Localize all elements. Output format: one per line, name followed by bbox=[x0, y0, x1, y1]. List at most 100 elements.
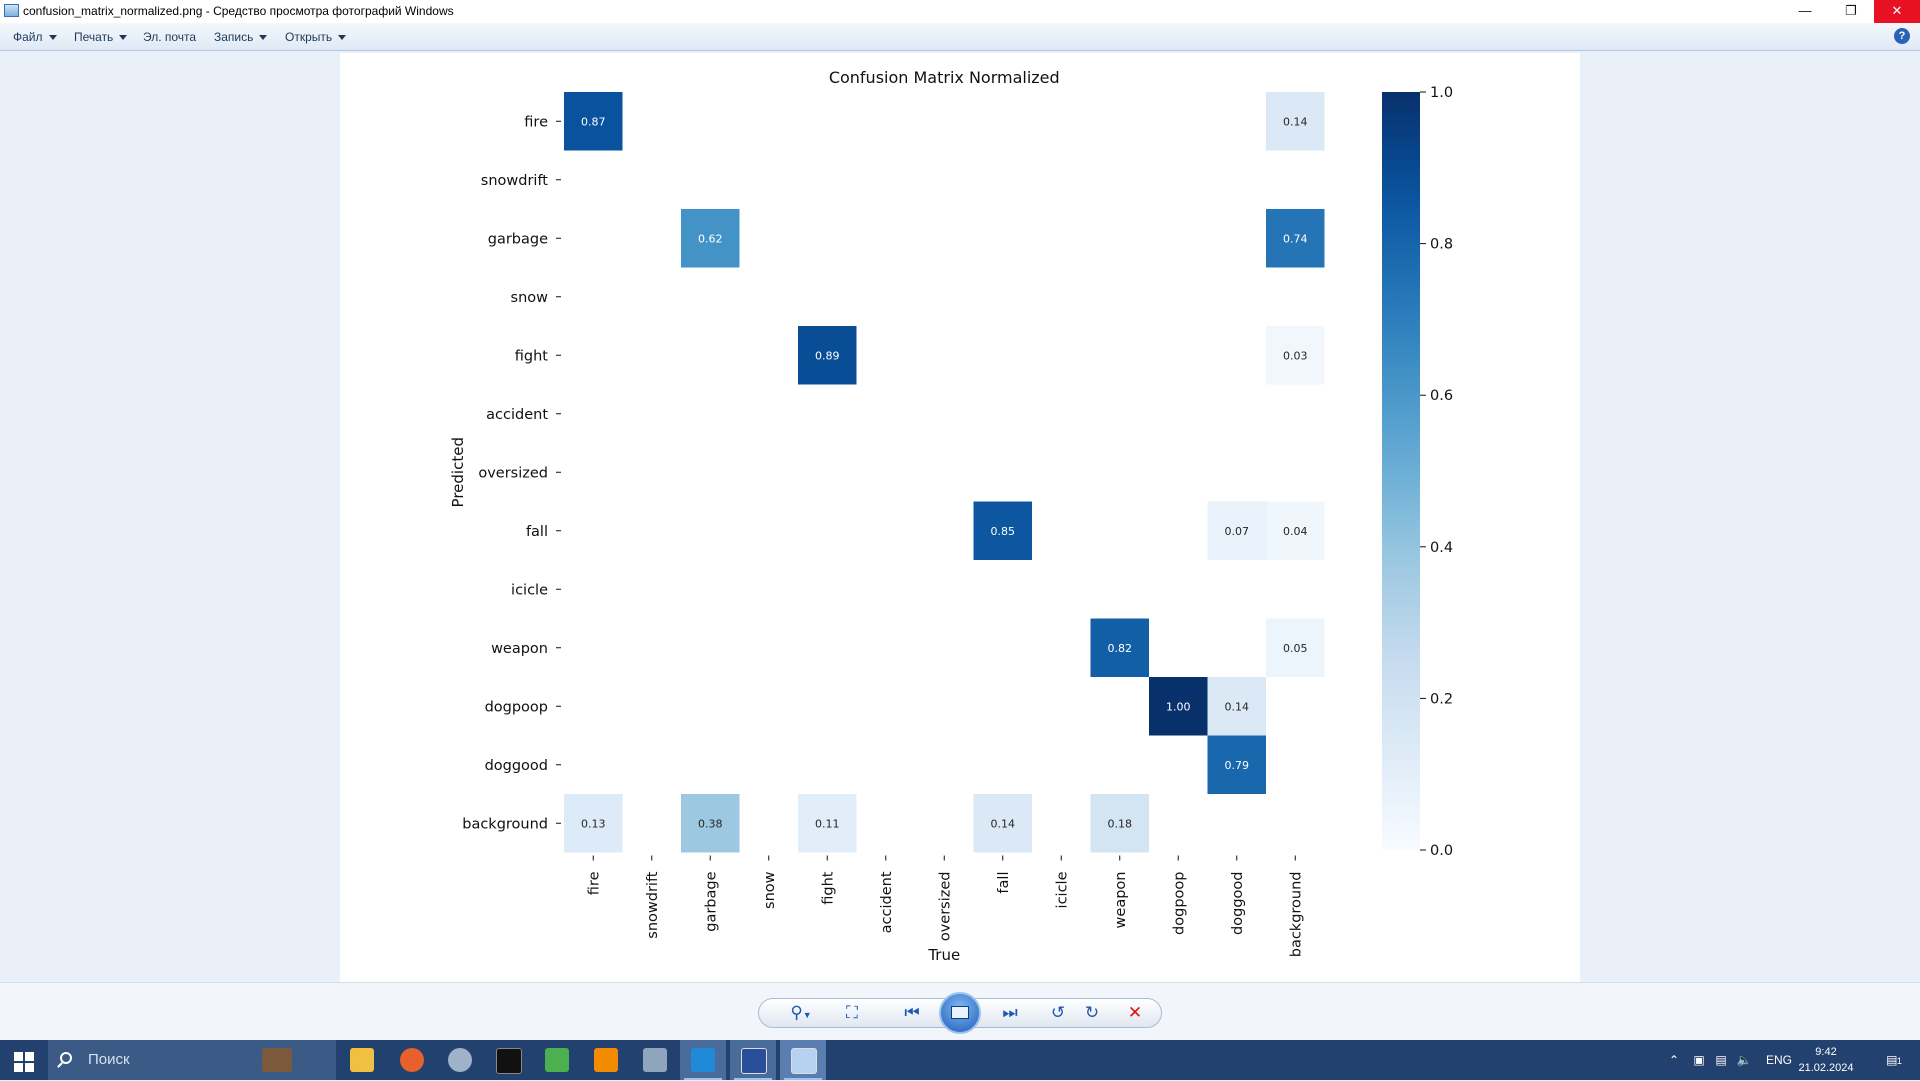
chevron-up-icon: ⌃ bbox=[1668, 1053, 1680, 1067]
heatmap-cell-garbage-garbage bbox=[681, 209, 740, 268]
heatmap-cell-fall-background bbox=[1266, 501, 1325, 560]
close-icon: ✕ bbox=[1891, 3, 1903, 18]
tray-security-icon[interactable]: ▣ bbox=[1693, 1053, 1705, 1067]
heatmap-cell-background-fire bbox=[564, 794, 623, 853]
cell-label-dogpoop-dogpoop: 1.00 bbox=[1166, 700, 1191, 713]
cell-label-background-garbage: 0.38 bbox=[698, 817, 723, 830]
minimize-button[interactable]: — bbox=[1782, 0, 1828, 23]
paint-icon[interactable] bbox=[448, 1048, 472, 1072]
taskbar-vscode[interactable] bbox=[680, 1040, 726, 1080]
input-language[interactable]: ENG bbox=[1765, 1053, 1792, 1067]
slideshow-icon bbox=[951, 1006, 969, 1019]
notification-count: 1 bbox=[1896, 1056, 1902, 1066]
rotate-cw-icon: ↻ bbox=[1084, 1003, 1100, 1022]
heatmap-cell-dogpoop-doggood bbox=[1207, 677, 1266, 736]
menu-print[interactable]: Печать bbox=[74, 30, 128, 44]
vscode-icon bbox=[691, 1048, 715, 1072]
notepad-icon[interactable] bbox=[545, 1048, 569, 1072]
colorbar-tick-label-2: 0.4 bbox=[1430, 540, 1453, 556]
x-tick-label-weapon: weapon bbox=[1113, 872, 1129, 929]
heatmap-cell-fall-fall bbox=[973, 501, 1032, 560]
y-tick-label-accident: accident bbox=[486, 407, 548, 423]
taskbar-saver[interactable] bbox=[730, 1040, 776, 1080]
previous-icon: ⏮ bbox=[904, 1003, 920, 1022]
heatmap-cell-fight-background bbox=[1266, 326, 1325, 385]
clock-date: 21.02.2024 bbox=[1798, 1062, 1854, 1074]
cell-label-dogpoop-doggood: 0.14 bbox=[1225, 700, 1250, 713]
y-tick-label-fight: fight bbox=[515, 348, 549, 364]
taskbar-clock[interactable]: 9:42 21.02.2024 bbox=[1794, 1044, 1858, 1076]
restore-button[interactable]: ❐ bbox=[1828, 0, 1874, 23]
cell-label-background-fight: 0.11 bbox=[815, 817, 840, 830]
notification-center-button[interactable]: ▤ 1 bbox=[1880, 1040, 1908, 1080]
network-icon[interactable]: ▤ bbox=[1715, 1053, 1727, 1067]
taskbar-photo-viewer[interactable] bbox=[780, 1040, 826, 1080]
confusion-matrix-chart: Confusion Matrix Normalized 0.87 0.14 0.62 0… bbox=[449, 68, 1453, 964]
cell-label-garbage-garbage: 0.62 bbox=[698, 232, 723, 245]
colorbar-tick-label-3: 0.6 bbox=[1430, 388, 1453, 404]
delete-button[interactable]: ✕ bbox=[1121, 1002, 1149, 1024]
heatmap-cell-fire-fire bbox=[564, 92, 623, 151]
cell-label-doggood-doggood: 0.79 bbox=[1225, 759, 1250, 772]
y-tick-label-weapon: weapon bbox=[491, 641, 548, 657]
window-title-bar[interactable]: confusion_matrix_normalized.png - Средст… bbox=[0, 0, 1920, 23]
rotate-ccw-button[interactable]: ↺ bbox=[1045, 1002, 1071, 1024]
heatmap-cell-fall-doggood bbox=[1207, 501, 1266, 560]
x-tick-label-garbage: garbage bbox=[703, 871, 719, 931]
x-tick-label-fight: fight bbox=[820, 871, 836, 905]
slideshow-button[interactable] bbox=[939, 992, 981, 1034]
previous-button[interactable]: ⏮ bbox=[887, 1002, 937, 1024]
colorbar-tick-label-5: 1.0 bbox=[1430, 85, 1453, 101]
actual-size-button[interactable]: ⛶ bbox=[839, 1002, 865, 1024]
photo-viewer-icon bbox=[791, 1048, 817, 1074]
heatmap-cell-background-fall bbox=[973, 794, 1032, 853]
menu-email[interactable]: Эл. почта bbox=[143, 30, 197, 44]
viewer-toolbar: ⚲▼ ⛶ ⏮ ⏭ ↺ ↻ ✕ bbox=[758, 992, 1162, 1034]
displayed-image: Confusion Matrix Normalized 0.87 0.14 0.62 0… bbox=[340, 53, 1580, 982]
start-button[interactable] bbox=[0, 1040, 48, 1080]
volume-icon[interactable]: 🔈 bbox=[1736, 1053, 1752, 1067]
cell-label-fight-background: 0.03 bbox=[1283, 349, 1308, 362]
cell-label-garbage-background: 0.74 bbox=[1283, 232, 1308, 245]
menu-burn[interactable]: Запись bbox=[214, 30, 268, 44]
viewer-toolbar-area: ⚲▼ ⛶ ⏮ ⏭ ↺ ↻ ✕ bbox=[0, 982, 1920, 1040]
chevron-down-icon bbox=[259, 35, 268, 41]
calculator-icon[interactable] bbox=[643, 1048, 667, 1072]
cell-label-fight-fight: 0.89 bbox=[815, 349, 840, 362]
menu-file[interactable]: Файл bbox=[13, 30, 57, 44]
heatmap-cell-weapon-weapon bbox=[1090, 618, 1149, 677]
next-button[interactable]: ⏭ bbox=[985, 1002, 1035, 1024]
y-tick-label-background: background bbox=[462, 816, 548, 832]
colorbar-tick-label-4: 0.8 bbox=[1430, 237, 1453, 253]
cell-label-background-fire: 0.13 bbox=[581, 817, 606, 830]
chevron-down-icon: ▼ bbox=[802, 1010, 812, 1020]
menu-bar: Файл Печать Эл. почта Запись Открыть ? bbox=[0, 23, 1920, 51]
firefox-icon[interactable] bbox=[400, 1048, 424, 1072]
y-tick-label-garbage: garbage bbox=[488, 231, 548, 247]
menu-open[interactable]: Открыть bbox=[285, 30, 347, 44]
x-tick-label-fire: fire bbox=[586, 871, 602, 895]
x-tick-label-oversized: oversized bbox=[937, 872, 953, 942]
zoom-button[interactable]: ⚲▼ bbox=[783, 1002, 819, 1024]
x-tick-label-background: background bbox=[1288, 872, 1304, 958]
terminal-icon[interactable] bbox=[496, 1048, 522, 1074]
heatmap-cell-garbage-background bbox=[1266, 209, 1325, 268]
cell-label-weapon-weapon: 0.82 bbox=[1108, 642, 1133, 655]
clock-time: 9:42 bbox=[1815, 1046, 1837, 1058]
photo-viewer-app-icon bbox=[4, 4, 19, 17]
chart-title: Confusion Matrix Normalized bbox=[829, 68, 1060, 87]
delete-icon: ✕ bbox=[1127, 1003, 1143, 1022]
chevron-down-icon bbox=[48, 35, 57, 41]
x-tick-label-accident: accident bbox=[879, 871, 895, 933]
tray-overflow-button[interactable]: ⌃ bbox=[1666, 1040, 1682, 1080]
x-tick-label-fall: fall bbox=[996, 872, 1012, 894]
rotate-cw-button[interactable]: ↻ bbox=[1079, 1002, 1105, 1024]
vlc-icon[interactable] bbox=[594, 1048, 618, 1072]
help-icon[interactable]: ? bbox=[1894, 28, 1910, 44]
file-explorer-icon[interactable] bbox=[350, 1048, 374, 1072]
restore-icon: ❐ bbox=[1845, 3, 1857, 18]
colorbar bbox=[1382, 92, 1420, 850]
y-tick-label-oversized: oversized bbox=[478, 465, 548, 481]
taskbar-search-box[interactable]: Поиск bbox=[48, 1040, 336, 1080]
close-button[interactable]: ✕ bbox=[1874, 0, 1920, 23]
